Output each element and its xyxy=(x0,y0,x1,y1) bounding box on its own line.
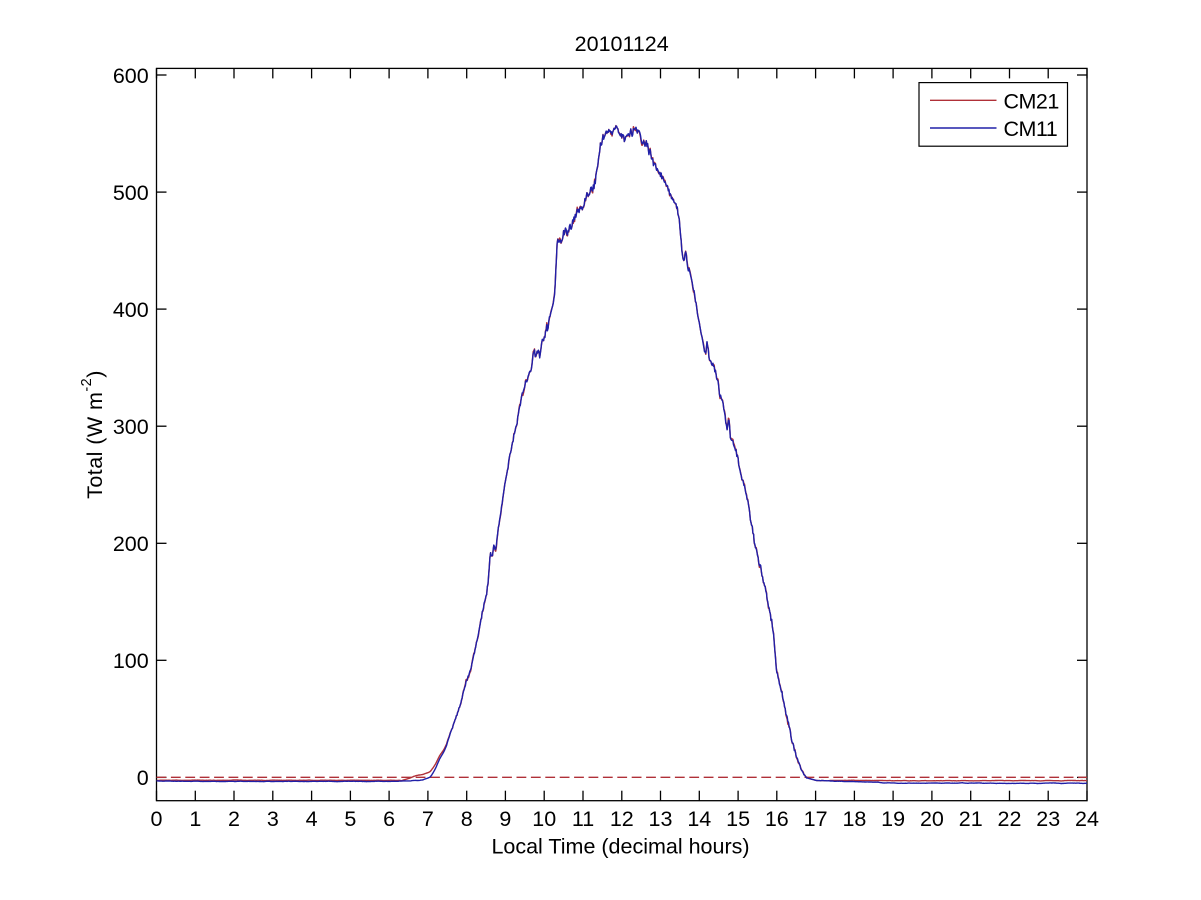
svg-text:300: 300 xyxy=(113,415,149,439)
svg-text:3: 3 xyxy=(267,807,279,831)
svg-text:9: 9 xyxy=(499,807,511,831)
svg-text:500: 500 xyxy=(113,181,149,205)
svg-text:22: 22 xyxy=(998,807,1022,831)
svg-text:5: 5 xyxy=(344,807,356,831)
svg-text:16: 16 xyxy=(765,807,789,831)
svg-text:6: 6 xyxy=(383,807,395,831)
svg-text:21: 21 xyxy=(959,807,983,831)
svg-text:18: 18 xyxy=(842,807,866,831)
svg-text:0: 0 xyxy=(151,807,163,831)
svg-text:400: 400 xyxy=(113,298,149,322)
svg-text:8: 8 xyxy=(461,807,473,831)
svg-text:CM11: CM11 xyxy=(1004,117,1058,141)
svg-text:12: 12 xyxy=(610,807,634,831)
svg-text:4: 4 xyxy=(306,807,318,831)
svg-text:24: 24 xyxy=(1075,807,1099,831)
svg-text:19: 19 xyxy=(881,807,905,831)
svg-text:20101124: 20101124 xyxy=(575,32,669,56)
svg-text:CM21: CM21 xyxy=(1004,90,1059,114)
svg-text:100: 100 xyxy=(113,649,149,673)
svg-text:7: 7 xyxy=(422,807,434,831)
svg-text:Total (W m-2): Total (W m-2) xyxy=(79,370,107,499)
svg-text:2: 2 xyxy=(228,807,240,831)
svg-text:200: 200 xyxy=(113,532,149,556)
svg-text:1: 1 xyxy=(189,807,201,831)
svg-text:14: 14 xyxy=(687,807,711,831)
svg-text:0: 0 xyxy=(137,766,149,790)
svg-text:Local Time (decimal hours): Local Time (decimal hours) xyxy=(491,835,749,859)
svg-text:600: 600 xyxy=(113,64,149,88)
svg-text:10: 10 xyxy=(532,807,556,831)
svg-text:23: 23 xyxy=(1036,807,1060,831)
svg-text:13: 13 xyxy=(649,807,673,831)
svg-text:15: 15 xyxy=(726,807,750,831)
svg-text:17: 17 xyxy=(804,807,828,831)
svg-text:20: 20 xyxy=(920,807,944,831)
svg-text:11: 11 xyxy=(572,807,594,831)
